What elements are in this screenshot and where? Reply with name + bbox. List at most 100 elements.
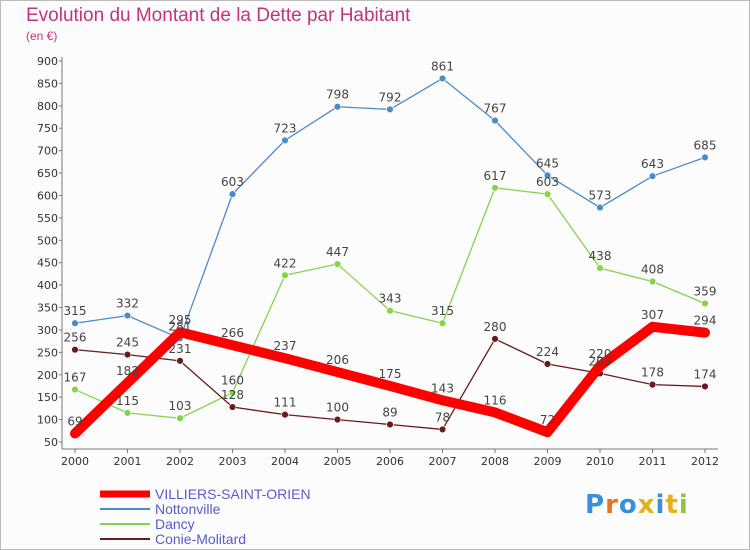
data-label: 617 — [484, 169, 507, 183]
data-label: 128 — [221, 388, 244, 402]
data-point — [438, 319, 447, 327]
x-tick-label: 2001 — [114, 455, 142, 468]
data-point — [176, 357, 184, 365]
data-point — [281, 271, 289, 279]
data-label: 72 — [540, 413, 555, 427]
data-label: 266 — [221, 326, 244, 340]
data-label: 359 — [694, 284, 717, 298]
data-point — [386, 420, 394, 429]
data-point — [228, 190, 237, 198]
y-tick-label: 900 — [37, 55, 58, 68]
data-label: 294 — [694, 314, 717, 328]
data-point — [386, 105, 394, 114]
data-point — [596, 203, 604, 212]
data-label: 422 — [274, 256, 297, 270]
data-point — [491, 335, 499, 343]
logo-letter: i — [655, 490, 666, 520]
x-tick-label: 2005 — [324, 455, 352, 468]
data-label: 315 — [431, 304, 454, 318]
data-label: 182 — [116, 364, 139, 378]
data-label: 408 — [641, 263, 664, 277]
proxiti-logo: Proxiti — [585, 490, 689, 520]
data-point — [71, 319, 79, 327]
x-tick-label: 2002 — [166, 455, 194, 468]
y-tick-label: 850 — [37, 77, 58, 90]
data-label: 78 — [435, 410, 450, 424]
data-label: 447 — [326, 245, 349, 259]
data-label: 115 — [116, 394, 139, 408]
legend-label: Nottonville — [155, 501, 221, 517]
y-tick-label: 50 — [44, 436, 58, 449]
data-point — [596, 264, 604, 272]
data-point — [701, 153, 709, 162]
data-label: 206 — [326, 353, 349, 367]
logo-letter: x — [637, 490, 656, 520]
data-label: 438 — [589, 249, 612, 263]
x-tick-label: 2012 — [691, 455, 719, 468]
data-label: 792 — [379, 90, 402, 104]
data-point — [333, 103, 342, 111]
data-label: 645 — [536, 156, 559, 170]
data-point — [491, 116, 499, 125]
data-label: 603 — [221, 175, 244, 189]
data-label: 231 — [169, 342, 192, 356]
data-label: 281 — [169, 319, 192, 333]
data-point — [648, 277, 657, 286]
data-point — [333, 260, 342, 268]
data-point — [648, 172, 657, 180]
data-point — [228, 403, 237, 411]
series-line-villiers-saint-orien — [70, 321, 710, 439]
x-tick-label: 2011 — [639, 455, 667, 468]
data-label: 116 — [484, 393, 507, 407]
x-tick-label: 2008 — [481, 455, 509, 468]
logo-letter: P — [585, 490, 606, 520]
y-tick-label: 600 — [37, 189, 58, 202]
data-point — [281, 136, 289, 145]
y-tick-label: 750 — [37, 122, 58, 135]
data-label: 767 — [484, 102, 507, 116]
y-tick-label: 650 — [37, 167, 58, 180]
y-tick-label: 350 — [37, 302, 58, 315]
data-point — [491, 184, 499, 192]
data-label: 167 — [64, 371, 87, 385]
x-tick-label: 2009 — [534, 455, 562, 468]
data-label: 861 — [431, 59, 454, 73]
data-label: 178 — [641, 366, 664, 380]
y-tick-label: 450 — [37, 257, 58, 270]
data-label: 175 — [379, 367, 402, 381]
data-label: 220 — [589, 347, 612, 361]
data-label: 332 — [116, 297, 139, 311]
data-point — [543, 190, 552, 198]
chart-subtitle: (en €) — [26, 29, 58, 43]
x-tick-label: 2004 — [271, 455, 299, 468]
data-label: 69 — [67, 414, 82, 428]
y-tick-label: 100 — [37, 414, 58, 427]
data-label: 203 — [589, 354, 612, 368]
logo-letter: o — [618, 490, 638, 520]
y-tick-label: 500 — [37, 234, 58, 247]
data-point — [176, 414, 184, 422]
y-tick-label: 200 — [37, 369, 58, 382]
x-tick-label: 2007 — [429, 455, 457, 468]
chart-title: Evolution du Montant de la Dette par Hab… — [26, 5, 411, 26]
data-label: 573 — [589, 189, 612, 203]
data-point — [71, 385, 79, 394]
y-tick-label: 300 — [37, 324, 58, 337]
data-label: 89 — [382, 406, 397, 420]
data-label: 685 — [694, 138, 717, 152]
data-label: 143 — [431, 381, 454, 395]
data-point — [123, 409, 132, 417]
data-point — [543, 171, 552, 180]
data-label: 643 — [641, 157, 664, 171]
data-label: 307 — [641, 308, 664, 322]
data-label: 256 — [64, 331, 87, 345]
data-label: 174 — [694, 367, 717, 381]
data-label: 160 — [221, 374, 244, 388]
data-label: 295 — [169, 313, 192, 327]
data-point — [701, 382, 709, 391]
data-point — [543, 360, 552, 368]
logo-letter: i — [678, 490, 689, 520]
data-label: 111 — [274, 396, 297, 410]
y-tick-label: 800 — [37, 100, 58, 113]
